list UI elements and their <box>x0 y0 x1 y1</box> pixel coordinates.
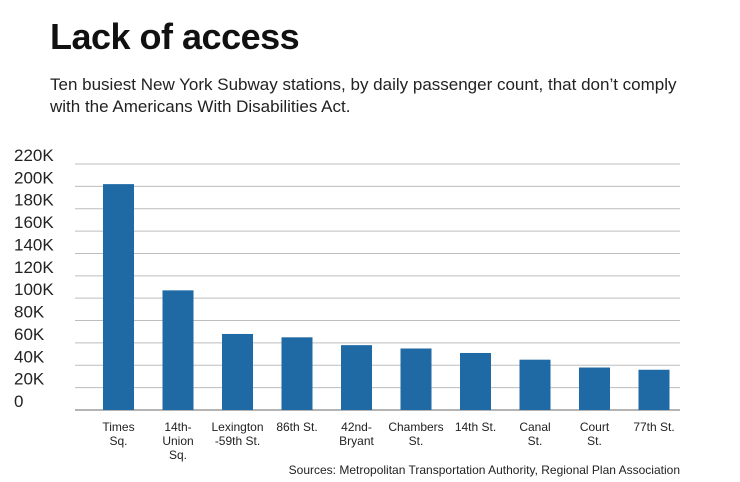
y-tick-label: 40K <box>14 347 45 366</box>
x-tick-label: 14th St. <box>455 420 496 434</box>
y-tick-label: 160K <box>14 213 54 232</box>
chart-subtitle: Ten busiest New York Subway stations, by… <box>50 75 677 116</box>
y-tick-label: 100K <box>14 280 54 299</box>
bar <box>222 333 253 410</box>
x-axis-labels: Times Sq. 14th-Union Sq. Lexington -59th St. 8… <box>102 420 674 462</box>
y-tick-label: 0 <box>14 392 23 411</box>
y-tick-label: 80K <box>14 303 45 322</box>
y-tick-label: 220K <box>14 146 54 165</box>
bar <box>519 359 551 410</box>
y-axis-labels: 0 20K 40K 60K 80K 100K 120K 140K 160K 180K 200K 220… <box>14 146 54 411</box>
bars <box>103 184 670 410</box>
x-tick-label: 86th St. <box>276 420 317 434</box>
y-tick-label: 120K <box>14 258 54 277</box>
x-tick-label: Chambers St. <box>388 420 443 448</box>
bar <box>281 337 313 410</box>
bar <box>579 367 610 410</box>
bar <box>460 352 491 410</box>
x-tick-label: 77th St. <box>633 420 674 434</box>
source-note: Sources: Metropolitan Transportation Aut… <box>288 463 680 477</box>
y-tick-label: 20K <box>14 370 45 389</box>
y-tick-label: 180K <box>14 191 54 210</box>
x-tick-label: Lexington -59th St. <box>211 420 263 448</box>
y-tick-label: 200K <box>14 168 54 187</box>
bar <box>638 369 670 410</box>
x-tick-label: Court St. <box>580 420 610 448</box>
x-tick-label: Canal St. <box>519 420 550 448</box>
y-tick-label: 60K <box>14 325 45 344</box>
bar <box>162 290 194 410</box>
bar <box>103 184 134 410</box>
chart-title: Lack of access <box>50 16 300 57</box>
y-tick-label: 140K <box>14 235 54 254</box>
x-tick-label: 14th-Union Sq. <box>162 420 193 462</box>
x-tick-label: 42nd-Bryant <box>339 420 374 448</box>
x-tick-label: Times Sq. <box>102 420 134 448</box>
grid-lines <box>75 163 680 411</box>
bar <box>400 348 432 410</box>
bar <box>341 345 372 410</box>
